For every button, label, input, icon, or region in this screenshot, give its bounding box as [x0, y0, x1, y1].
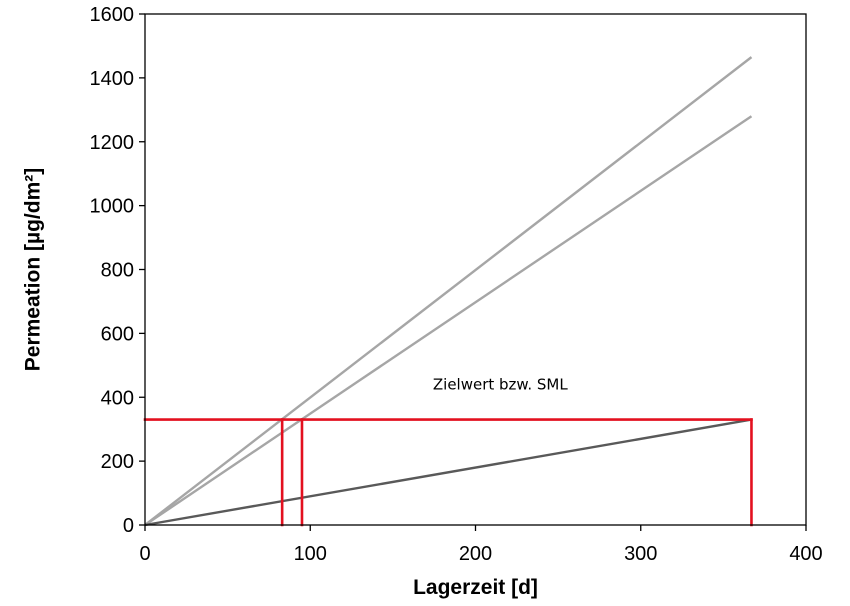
y-tick-label: 800 — [101, 260, 134, 282]
y-tick-label: 400 — [101, 387, 134, 409]
y-tick-label: 0 — [123, 515, 134, 537]
y-tick-label: 600 — [101, 323, 134, 345]
y-axis-title: Permeation [µg/dm²] — [21, 168, 44, 371]
series-line-1 — [144, 56, 753, 526]
y-tick-label: 1600 — [90, 4, 135, 26]
annotation-label: Zielwert bzw. SML — [433, 375, 568, 393]
reference-lines-layer — [143, 418, 753, 527]
x-tick-label: 100 — [294, 543, 327, 565]
x-tick-label: 400 — [789, 543, 822, 565]
series-line-2 — [144, 115, 753, 526]
y-tick-label: 1200 — [90, 132, 135, 154]
x-tick-label: 300 — [624, 543, 657, 565]
x-tick-label: 0 — [139, 543, 150, 565]
series-line-3 — [144, 418, 752, 527]
x-axis-title: Lagerzeit [d] — [413, 576, 538, 599]
y-axis-ticks: 0 200 400 600 800 1000 1200 1400 1600 — [90, 4, 145, 537]
y-tick-label: 200 — [101, 451, 134, 473]
y-tick-label: 1400 — [90, 68, 135, 90]
y-tick-label: 1000 — [90, 196, 135, 218]
x-tick-label: 200 — [459, 543, 492, 565]
annotation-layer: Zielwert bzw. SML — [433, 375, 568, 393]
series-layer — [144, 56, 753, 527]
x-axis-ticks: 0 100 200 300 400 — [139, 525, 823, 565]
